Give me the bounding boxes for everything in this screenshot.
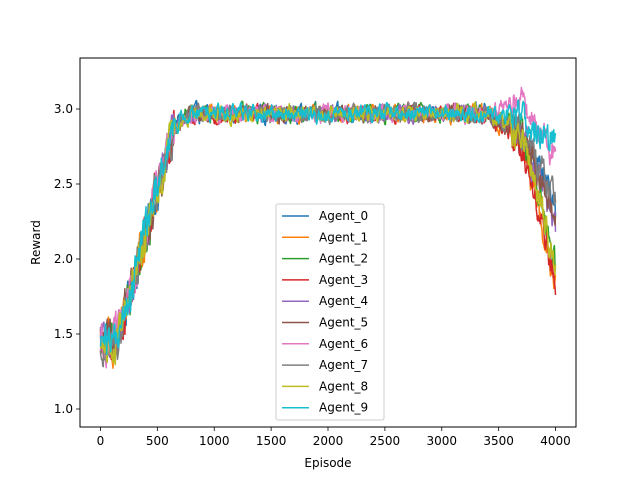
series-layer (99, 86, 557, 369)
legend-label: Agent_8 (319, 379, 368, 393)
x-tick-label: 2500 (370, 434, 401, 448)
y-tick-label: 1.5 (54, 327, 73, 341)
y-axis-label: Reward (29, 220, 43, 265)
x-tick-label: 4000 (540, 434, 571, 448)
legend: Agent_0 Agent_1 Agent_2 Agent_3 Agent_4 Agent… (275, 203, 385, 421)
y-tick-label: 3.0 (54, 102, 73, 116)
x-tick-label: 1500 (256, 434, 287, 448)
legend-label: Agent_4 (319, 294, 368, 308)
x-tick-label: 0 (97, 434, 105, 448)
x-tick-label: 500 (146, 434, 169, 448)
y-tick-label: 1.0 (54, 402, 73, 416)
legend-label: Agent_3 (319, 273, 368, 287)
legend-label: Agent_6 (319, 337, 368, 351)
series-line-agent-9 (99, 99, 557, 356)
x-tick-label: 3500 (483, 434, 514, 448)
x-axis-label: Episode (304, 456, 351, 470)
x-tick-label: 3000 (426, 434, 457, 448)
x-axis-ticks: 0 500 1000 1500 2000 2500 3000 3500 4000 (97, 427, 571, 448)
legend-label: Agent_0 (319, 209, 368, 223)
y-tick-label: 2.0 (54, 252, 73, 266)
legend-label: Agent_9 (319, 401, 368, 415)
legend-label: Agent_7 (319, 358, 368, 372)
legend-label: Agent_5 (319, 316, 368, 330)
legend-label: Agent_2 (319, 252, 368, 266)
y-tick-label: 2.5 (54, 177, 73, 191)
y-axis-ticks: 1.0 1.5 2.0 2.5 3.0 (54, 102, 80, 416)
legend-label: Agent_1 (319, 230, 368, 244)
x-tick-label: 2000 (313, 434, 344, 448)
x-tick-label: 1000 (199, 434, 230, 448)
